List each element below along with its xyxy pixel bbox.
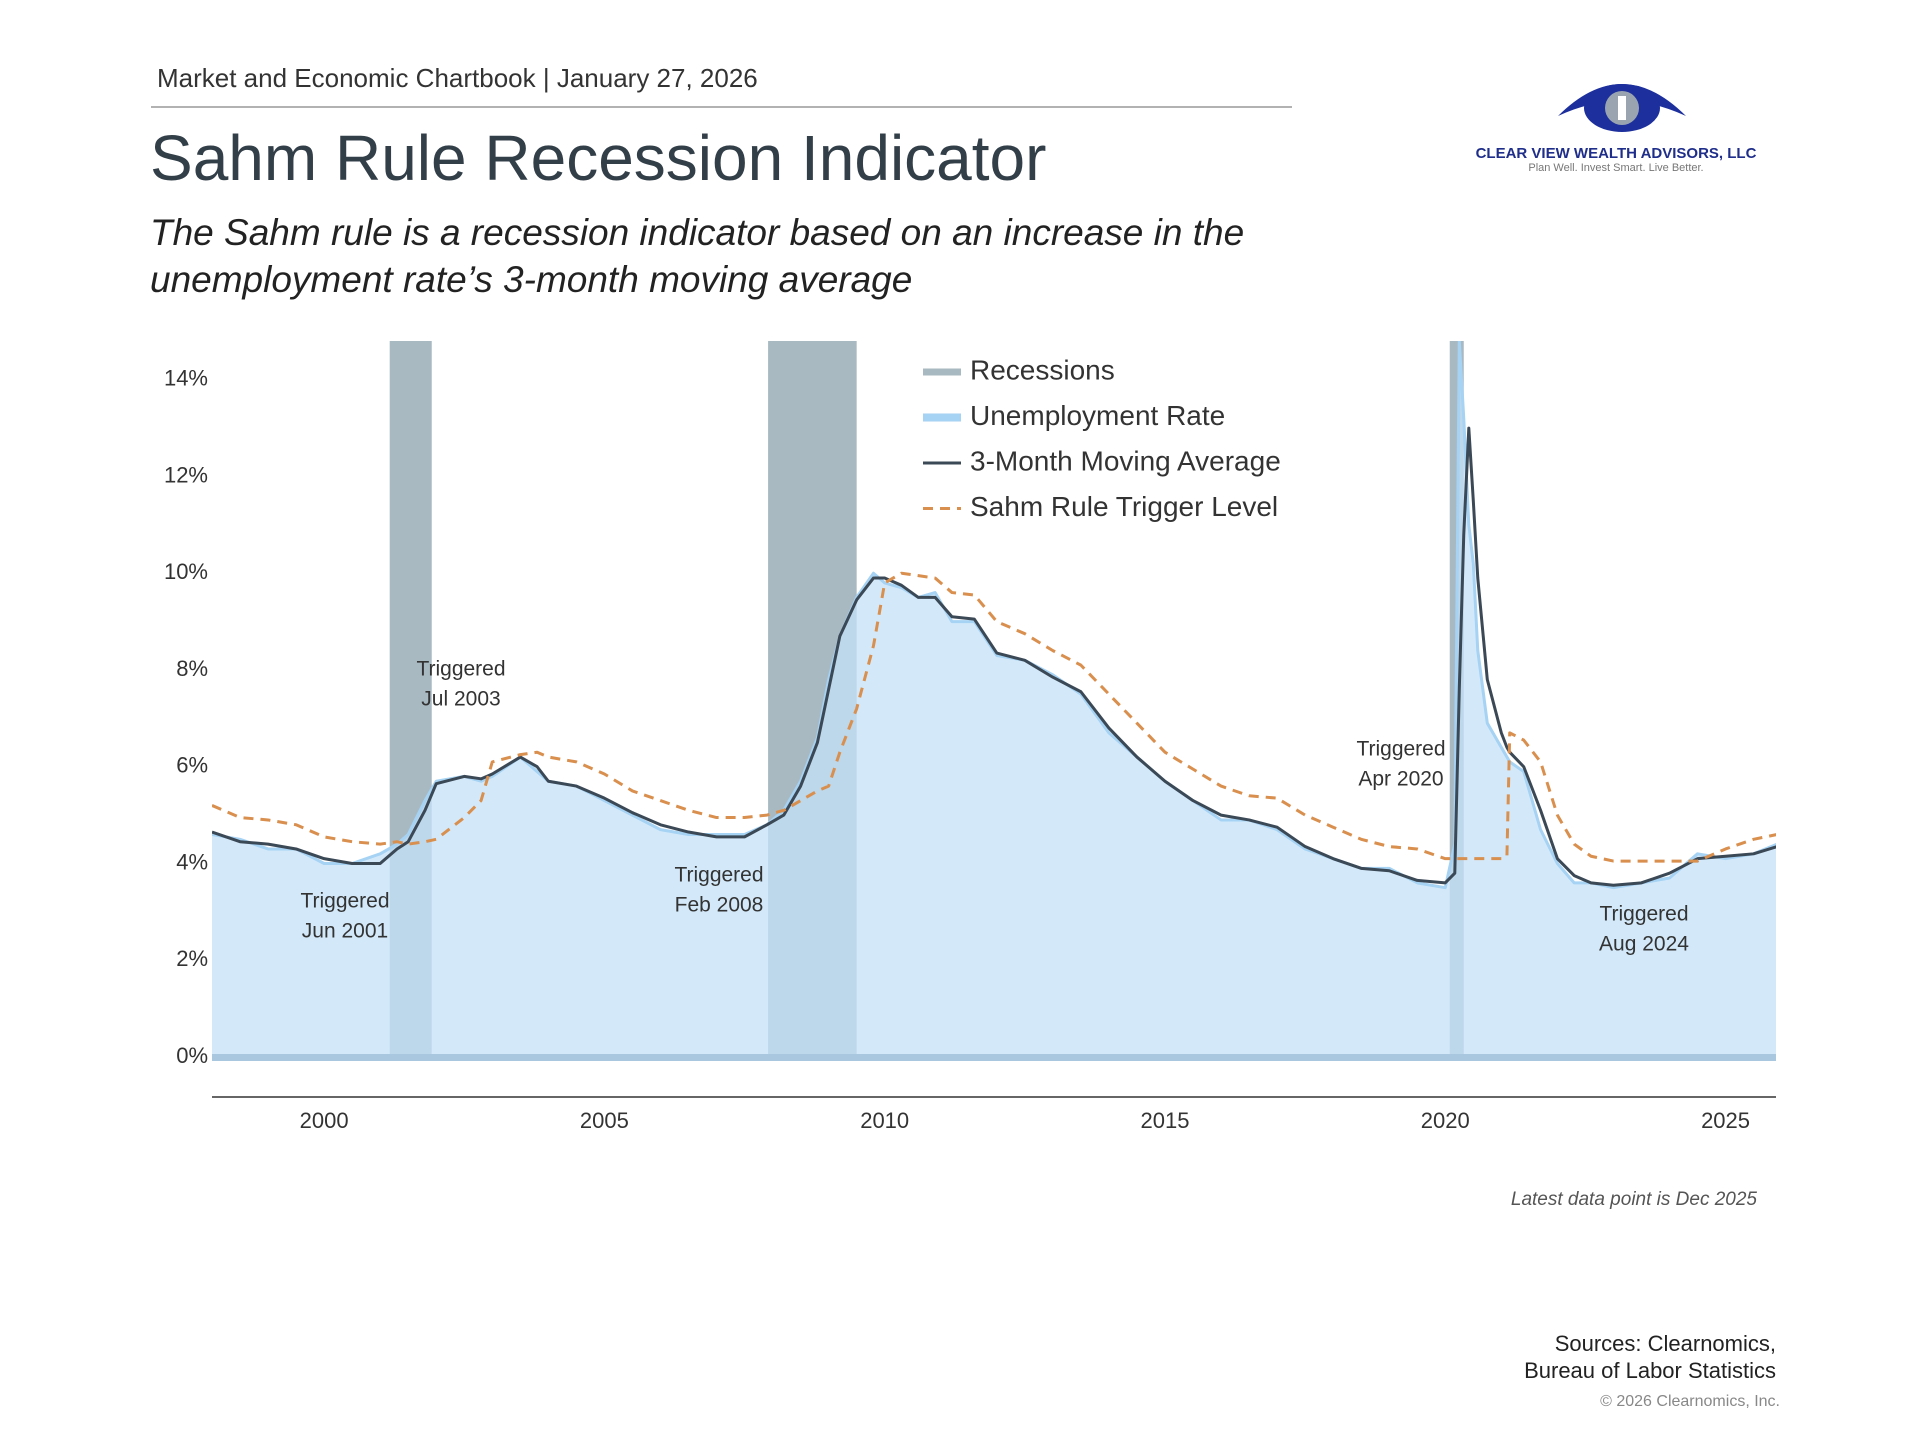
logo-lighthouse: [1618, 96, 1626, 120]
annotation: Triggered: [674, 864, 763, 887]
y-tick-label: 4%: [176, 849, 208, 874]
legend-label: Sahm Rule Trigger Level: [970, 491, 1278, 522]
copyright: © 2026 Clearnomics, Inc.: [1600, 1393, 1780, 1410]
annotation: Jun 2001: [302, 920, 388, 943]
logo: CLEAR VIEW WEALTH ADVISORS, LLC Plan Wel…: [1476, 84, 1757, 174]
annotation: Aug 2024: [1599, 933, 1689, 956]
legend-label: 3-Month Moving Average: [970, 445, 1281, 476]
logo-tagline: Plan Well. Invest Smart. Live Better.: [1528, 162, 1703, 174]
y-tick-label: 0%: [176, 1043, 208, 1068]
x-tick-label: 2020: [1421, 1108, 1470, 1133]
annotation: Triggered: [300, 890, 389, 913]
subtitle: unemployment rate’s 3-month moving avera…: [150, 259, 912, 300]
baseline-band: [212, 1054, 1776, 1061]
logo-name: CLEAR VIEW WEALTH ADVISORS, LLC: [1476, 145, 1757, 162]
subtitle: The Sahm rule is a recession indicator b…: [150, 212, 1244, 253]
x-tick-label: 2025: [1701, 1108, 1750, 1133]
header: Market and Economic Chartbook | January …: [157, 63, 758, 93]
y-tick-label: 14%: [164, 366, 208, 391]
sources: Sources: Clearnomics,: [1555, 1331, 1776, 1356]
annotation: Feb 2008: [675, 894, 764, 917]
x-tick-label: 2005: [580, 1108, 629, 1133]
legend-label: Recessions: [970, 354, 1115, 385]
chart-title: Sahm Rule Recession Indicator: [150, 122, 1046, 194]
x-tick-label: 2000: [300, 1108, 349, 1133]
x-tick-label: 2010: [860, 1108, 909, 1133]
y-tick-label: 2%: [176, 946, 208, 971]
annotation: Triggered: [416, 658, 505, 681]
annotation: Triggered: [1599, 903, 1688, 926]
legend-label: Unemployment Rate: [970, 400, 1225, 431]
sources: Bureau of Labor Statistics: [1524, 1358, 1776, 1383]
y-tick-label: 6%: [176, 753, 208, 778]
annotation: Jul 2003: [421, 688, 500, 711]
y-tick-label: 12%: [164, 462, 208, 487]
area: [212, 341, 1776, 1057]
series-line: [212, 426, 1776, 887]
x-tick-label: 2015: [1140, 1108, 1189, 1133]
annotation: Triggered: [1356, 738, 1445, 761]
y-tick-label: 8%: [176, 656, 208, 681]
trigger-line: [212, 571, 1776, 863]
y-tick-label: 10%: [164, 559, 208, 584]
annotation: Apr 2020: [1358, 768, 1443, 791]
footnote: Latest data point is Dec 2025: [1511, 1189, 1758, 1210]
